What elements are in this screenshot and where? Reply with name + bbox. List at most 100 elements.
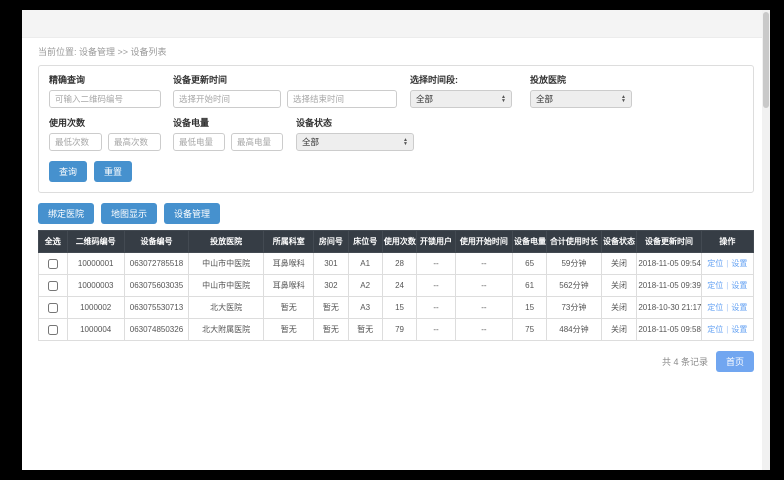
start-time-input[interactable] (173, 90, 281, 108)
settings-link[interactable]: 设置 (731, 259, 748, 268)
top-header-strip (22, 10, 770, 38)
device-manage-button[interactable]: 设备管理 (164, 203, 221, 224)
locate-link[interactable]: 定位 (707, 325, 724, 334)
table-cell: -- (454, 274, 513, 297)
precise-query-group: 精确查询 (49, 73, 161, 108)
locate-link[interactable]: 定位 (707, 281, 724, 290)
device-status-group: 设备状态 全部 ▲ ▼ (296, 116, 414, 151)
table-cell: 73分钟 (546, 296, 602, 319)
table-row: 1000004 063074850326 北大附属医院 暂无 暂无 暂无 79 -- -- 75 4… (38, 318, 755, 341)
table-cell: 2018-11-05 09:54 (636, 252, 702, 275)
scrollbar-thumb[interactable] (763, 12, 769, 108)
device-status-value: 全部 (302, 137, 320, 147)
row-actions-cell: 定位 | 设置 (700, 296, 755, 319)
table-cell: 1000004 (66, 318, 125, 341)
locate-link[interactable]: 定位 (707, 303, 724, 312)
table-cell: 063072785518 (123, 252, 190, 275)
header-update-time: 设备更新时间 (636, 230, 702, 253)
table-cell: 562分钟 (546, 274, 602, 297)
usage-max-input[interactable] (108, 133, 161, 151)
header-row: 全选 二维码编号 设备编号 投放医院 所属科室 房间号 床位号 使用次数 开锁用… (38, 230, 755, 253)
update-time-group: 设备更新时间 (173, 73, 399, 108)
battery-min-input[interactable] (173, 133, 225, 151)
row-actions-cell: 定位 | 设置 (700, 318, 755, 341)
table-cell: 10000003 (66, 274, 125, 297)
table-cell: A2 (347, 274, 383, 297)
hospital-group: 投放医院 全部 ▲ ▼ (530, 73, 632, 108)
settings-link[interactable]: 设置 (731, 303, 748, 312)
table-cell: 关闭 (600, 296, 638, 319)
table-cell: 79 (381, 318, 418, 341)
select-arrows-icon: ▲ ▼ (621, 94, 626, 104)
device-table: 全选 二维码编号 设备编号 投放医院 所属科室 房间号 床位号 使用次数 开锁用… (38, 230, 755, 341)
table-cell: 2018-11-05 09:39 (636, 274, 702, 297)
battery-max-input[interactable] (231, 133, 283, 151)
row-actions-cell: 定位 | 设置 (700, 252, 755, 275)
hospital-value: 全部 (536, 94, 554, 104)
filter-row-2: 使用次数 设备电量 设备状态 全部 (49, 116, 743, 151)
hospital-label: 投放医院 (530, 75, 567, 85)
battery-group: 设备电量 (173, 116, 283, 151)
header-battery: 设备电量 (511, 230, 548, 253)
table-cell: 2018-10-30 21:17 (636, 296, 702, 319)
reset-button[interactable]: 重置 (94, 161, 133, 182)
table-row: 10000001 063072785518 中山市中医院 耳鼻喉科 301 A1 28 -- -… (38, 252, 755, 275)
header-status: 设备状态 (600, 230, 638, 253)
table-cell: A1 (347, 252, 383, 275)
vertical-scrollbar[interactable] (762, 10, 770, 470)
row-checkbox[interactable] (47, 280, 58, 291)
end-time-input[interactable] (287, 90, 397, 108)
row-checkbox[interactable] (47, 258, 58, 269)
time-range-value: 全部 (416, 94, 434, 104)
header-room: 房间号 (313, 230, 349, 253)
hospital-select[interactable]: 全部 ▲ ▼ (530, 90, 632, 108)
filter-panel: 精确查询 设备更新时间 选择时间段: 全部 ▲▼ (38, 65, 754, 193)
usage-min-input[interactable] (49, 133, 102, 151)
settings-link[interactable]: 设置 (731, 325, 748, 334)
table-cell: 063075530713 (123, 296, 190, 319)
table-cell: -- (454, 296, 513, 319)
main-page: 当前位置: 设备管理 >> 设备列表 精确查询 设备更新时间 选择时间段: (22, 10, 770, 470)
table-cell: 暂无 (347, 318, 383, 341)
locate-link[interactable]: 定位 (707, 259, 724, 268)
header-qr-code: 二维码编号 (66, 230, 125, 253)
table-cell: -- (416, 252, 456, 275)
bind-hospital-button[interactable]: 绑定医院 (38, 203, 95, 224)
table-cell: 2018-11-05 09:58 (636, 318, 702, 341)
settings-link[interactable]: 设置 (731, 281, 748, 290)
table-cell: 暂无 (313, 296, 349, 319)
table-cell: 暂无 (313, 318, 349, 341)
header-actions: 操作 (700, 230, 755, 253)
table-cell: A3 (347, 296, 383, 319)
table-cell: 耳鼻喉科 (263, 252, 315, 275)
table-cell: 暂无 (263, 296, 315, 319)
header-unlock-user: 开锁用户 (416, 230, 456, 253)
row-checkbox[interactable] (47, 302, 58, 313)
table-cell: 10000001 (66, 252, 125, 275)
search-button[interactable]: 查询 (49, 161, 88, 182)
time-range-select[interactable]: 全部 ▲ ▼ (410, 90, 512, 108)
device-status-select[interactable]: 全部 ▲ ▼ (296, 133, 414, 151)
table-cell: 北大医院 (188, 296, 265, 319)
table-cell: 北大附属医院 (188, 318, 265, 341)
header-bed: 床位号 (347, 230, 383, 253)
precise-query-label: 精确查询 (49, 75, 86, 85)
map-display-button[interactable]: 地图显示 (101, 203, 158, 224)
time-range-group: 选择时间段: 全部 ▲ ▼ (410, 73, 512, 108)
table-cell: 063074850326 (123, 318, 190, 341)
table-cell: 28 (381, 252, 418, 275)
table-cell: 484分钟 (546, 318, 602, 341)
header-select-all: 全选 (38, 230, 68, 253)
table-cell: 65 (511, 252, 548, 275)
table-cell: 15 (381, 296, 418, 319)
row-checkbox[interactable] (47, 324, 58, 335)
table-footer: 共 4 条记录 首页 (38, 351, 754, 372)
table-cell: 75 (511, 318, 548, 341)
header-total-duration: 合计使用时长 (546, 230, 602, 253)
precise-query-input[interactable] (49, 90, 161, 108)
first-page-button[interactable]: 首页 (715, 351, 754, 372)
table-cell: 063075603035 (123, 274, 190, 297)
header-department: 所属科室 (263, 230, 315, 253)
table-cell: 59分钟 (546, 252, 602, 275)
action-separator: | (726, 325, 729, 334)
